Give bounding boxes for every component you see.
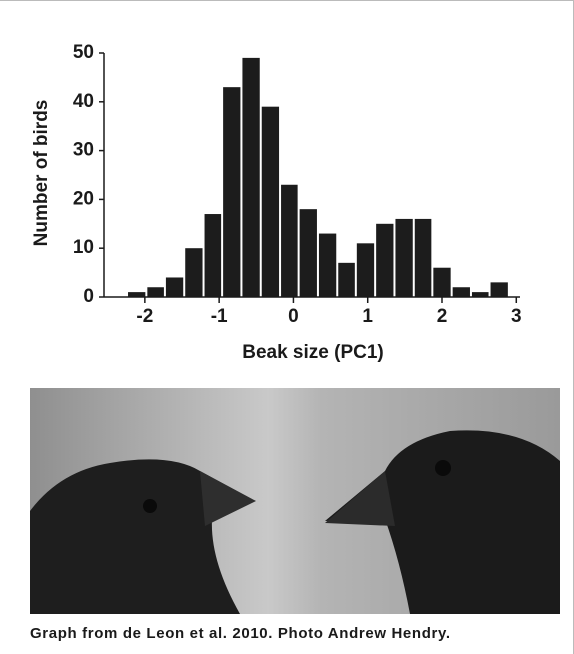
y-tick-label: 30 (73, 140, 94, 161)
bar (414, 218, 432, 297)
bar (433, 267, 451, 297)
bar (223, 87, 241, 297)
bar (165, 277, 184, 297)
bar (204, 214, 222, 297)
y-tick-label: 0 (83, 286, 94, 307)
y-tick-label: 20 (73, 188, 94, 209)
bar (452, 287, 470, 297)
y-tick-label: 50 (73, 42, 94, 63)
x-axis-label: Beak size (PC1) (242, 342, 384, 363)
photo (30, 388, 560, 614)
bar (471, 292, 489, 297)
x-tick-label: 2 (437, 306, 448, 327)
caption: Graph from de Leon et al. 2010. Photo An… (30, 625, 450, 642)
bar (356, 243, 375, 297)
x-tick-label: 1 (362, 306, 373, 327)
y-tick-label: 40 (73, 91, 94, 112)
bar (338, 262, 355, 297)
bar (261, 106, 280, 298)
bar (490, 282, 508, 297)
x-tick-label: 3 (511, 306, 522, 327)
bar (147, 287, 164, 297)
x-tick-label: -2 (136, 306, 153, 327)
bar (242, 57, 260, 297)
y-axis-label: Number of birds (31, 100, 52, 247)
bar (185, 248, 203, 297)
bar (376, 223, 394, 297)
bar (128, 292, 146, 297)
bar (318, 233, 337, 297)
bar (395, 218, 413, 297)
y-tick-label: 10 (73, 237, 94, 258)
x-tick-label: -1 (211, 306, 228, 327)
bar (299, 209, 317, 297)
bar (281, 184, 298, 297)
x-tick-label: 0 (288, 306, 299, 327)
